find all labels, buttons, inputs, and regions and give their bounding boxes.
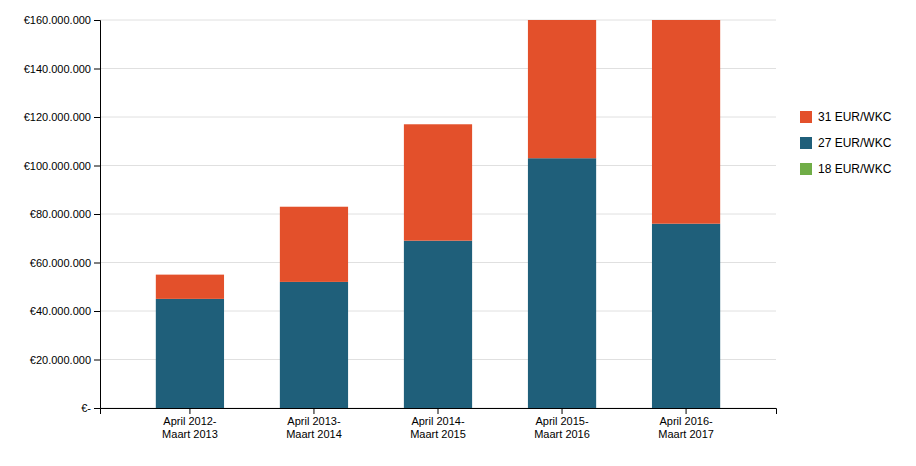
x-tick-mark <box>562 408 563 414</box>
x-tick-label-line: April 2016- <box>659 415 713 427</box>
y-axis: €- €20.000.000 €40.000.000 €60.000.000 €80.0… <box>24 14 101 414</box>
y-tick-mark <box>94 69 100 70</box>
y-tick: €140.000.000 <box>24 63 100 75</box>
x-tick-label-line: April 2014- <box>411 415 465 427</box>
x-tick-label-line: Maart 2016 <box>534 428 590 440</box>
y-tick-mark <box>94 20 100 21</box>
y-tick: €120.000.000 <box>24 111 100 123</box>
x-tick-label-line: Maart 2017 <box>658 428 714 440</box>
bar <box>652 224 720 408</box>
bar <box>404 241 472 408</box>
x-tick-label-line: April 2013- <box>287 415 341 427</box>
y-tick-mark <box>94 360 100 361</box>
bar <box>528 20 596 158</box>
y-tick: €80.000.000 <box>30 208 100 220</box>
x-tick-label-line: April 2015- <box>535 415 589 427</box>
x-tick: April 2012-Maart 2013 <box>162 408 218 440</box>
x-tick-mark <box>686 408 687 414</box>
x-tick: April 2014-Maart 2015 <box>410 408 466 440</box>
x-tick-label: April 2016-Maart 2017 <box>658 415 714 440</box>
y-tick: €20.000.000 <box>30 354 100 366</box>
x-tick-label-line: Maart 2014 <box>286 428 342 440</box>
chart: €- €20.000.000 €40.000.000 €60.000.000 €80.0… <box>0 0 916 466</box>
legend-swatch <box>800 111 812 123</box>
bar <box>528 158 596 408</box>
legend-swatch <box>800 163 812 175</box>
x-tick-mark <box>438 408 439 414</box>
legend: 31 EUR/WKC 27 EUR/WKC 18 EUR/WKC <box>800 110 892 176</box>
bar <box>280 207 348 282</box>
y-tick: €60.000.000 <box>30 257 100 269</box>
plot: €- €20.000.000 €40.000.000 €60.000.000 €80.0… <box>24 14 777 440</box>
bar <box>280 282 348 408</box>
y-tick-mark <box>94 408 100 409</box>
y-tick-mark <box>94 117 100 118</box>
bar <box>652 20 720 224</box>
x-tick-label: April 2013-Maart 2014 <box>286 415 342 440</box>
x-tick-label: April 2014-Maart 2015 <box>410 415 466 440</box>
y-tick-label: €40.000.000 <box>30 305 91 317</box>
y-tick-label: €120.000.000 <box>24 111 91 123</box>
x-tick-label-line: Maart 2015 <box>410 428 466 440</box>
legend-item: 27 EUR/WKC <box>800 136 892 150</box>
y-tick-mark <box>94 263 100 264</box>
x-tick-label: April 2012-Maart 2013 <box>162 415 218 440</box>
y-tick: €40.000.000 <box>30 305 100 317</box>
y-tick-label: €140.000.000 <box>24 63 91 75</box>
bar-series <box>156 20 720 299</box>
x-tick-label-line: Maart 2013 <box>162 428 218 440</box>
x-axis-line <box>101 409 777 415</box>
bar <box>404 124 472 240</box>
y-tick: €- <box>81 402 100 414</box>
y-axis-line <box>94 21 101 409</box>
x-tick: April 2016-Maart 2017 <box>658 408 714 440</box>
x-tick-mark <box>189 408 190 414</box>
y-tick-label: €60.000.000 <box>30 257 91 269</box>
grid <box>100 20 776 408</box>
legend-label: 27 EUR/WKC <box>818 136 892 150</box>
bar <box>156 299 224 408</box>
x-tick-mark <box>313 408 314 414</box>
y-tick-label: €- <box>81 402 91 414</box>
x-axis: April 2012-Maart 2013April 2013-Maart 20… <box>101 408 777 440</box>
y-tick-mark <box>94 166 100 167</box>
x-tick-label-line: April 2012- <box>163 415 217 427</box>
y-tick: €100.000.000 <box>24 160 100 172</box>
y-tick-label: €160.000.000 <box>24 14 91 26</box>
legend-label: 18 EUR/WKC <box>818 162 892 176</box>
legend-item: 18 EUR/WKC <box>800 162 892 176</box>
y-tick-label: €100.000.000 <box>24 160 91 172</box>
y-tick-mark <box>94 214 100 215</box>
legend-swatch <box>800 137 812 149</box>
x-tick-label: April 2015-Maart 2016 <box>534 415 590 440</box>
x-tick: April 2013-Maart 2014 <box>286 408 342 440</box>
y-tick: €160.000.000 <box>24 14 100 26</box>
x-tick: April 2015-Maart 2016 <box>534 408 590 440</box>
legend-label: 31 EUR/WKC <box>818 110 892 124</box>
bars <box>156 20 720 408</box>
y-tick-label: €20.000.000 <box>30 354 91 366</box>
bar <box>156 275 224 299</box>
legend-item: 31 EUR/WKC <box>800 110 892 124</box>
y-tick-mark <box>94 311 100 312</box>
y-tick-label: €80.000.000 <box>30 208 91 220</box>
